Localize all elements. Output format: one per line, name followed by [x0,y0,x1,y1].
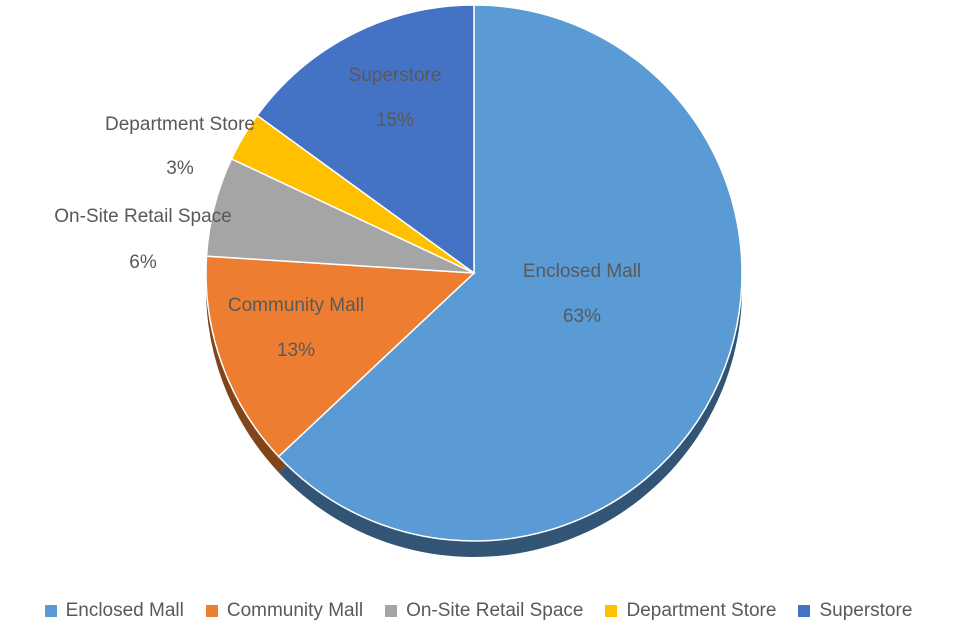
slice-label-enclosed-mall: Enclosed Mall [523,261,641,282]
legend-item-community-mall[interactable]: Community Mall [205,600,364,622]
slice-label-department-store: Department Store [105,114,255,135]
legend-label-enclosed-mall: Enclosed Mall [65,600,184,621]
slice-label-superstore: Superstore [349,65,442,86]
pie-labels: Enclosed Mall 63% Community Mall 13% On-Site… [54,65,641,361]
legend-label-on-site-retail-space: On-Site Retail Space [406,600,584,621]
legend-label-community-mall: Community Mall [226,600,364,621]
legend-swatch-superstore [798,605,811,617]
pie-slices [205,4,743,542]
legend-swatch-enclosed-mall [44,605,57,617]
legend-label-superstore: Superstore [819,600,913,621]
slice-value-superstore: 15% [376,110,414,131]
legend-item-superstore[interactable]: Superstore [798,600,912,622]
slice-value-on-site-retail-space: 6% [129,252,157,273]
slice-label-community-mall: Community Mall [228,295,364,316]
chart-legend: Enclosed Mall Community Mall On-Site Retai… [0,598,957,624]
pie-slice-enclosed-mall[interactable] [277,4,743,542]
pie-chart: Enclosed Mall 63% Community Mall 13% On-Site… [54,4,743,557]
legend-swatch-community-mall [205,605,218,617]
slice-value-community-mall: 13% [277,340,315,361]
legend-label-department-store: Department Store [626,600,777,621]
legend-item-department-store[interactable]: Department Store [605,600,776,622]
slice-value-department-store: 3% [166,158,194,179]
legend-swatch-on-site-retail-space [385,605,398,617]
pie-slice-community-mall[interactable] [205,255,476,458]
legend-item-on-site-retail-space[interactable]: On-Site Retail Space [385,600,583,622]
slice-label-on-site-retail-space: On-Site Retail Space [54,206,231,227]
pie-slice-superstore[interactable] [256,4,475,275]
legend-item-enclosed-mall[interactable]: Enclosed Mall [44,600,184,622]
slice-value-enclosed-mall: 63% [563,306,601,327]
legend-swatch-department-store [605,605,618,617]
